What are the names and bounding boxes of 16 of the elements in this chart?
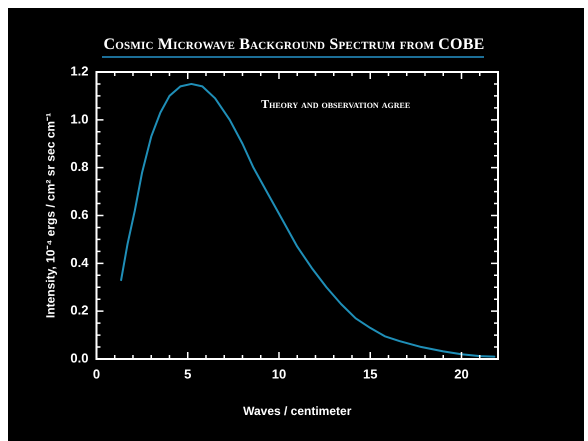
x-axis-title: Waves / centimeter — [243, 404, 352, 418]
x-tick-label: 10 — [272, 366, 286, 382]
x-tick-label: 5 — [184, 366, 192, 382]
chart-title: Cosmic Microwave Background Spectrum from COBE — [102, 36, 486, 54]
y-tick-label: 0.8 — [70, 159, 88, 174]
annotation: Theory and observation agree — [261, 97, 410, 112]
y-tick-label: 0.2 — [70, 302, 88, 318]
y-tick-label: 0.0 — [70, 350, 88, 366]
y-tick-label: 1.0 — [70, 111, 88, 126]
y-axis-title: Intensity, 10⁻⁴ ergs / cm² sr sec cm⁻¹ — [44, 112, 58, 318]
y-tick-label: 0.6 — [70, 207, 88, 222]
x-tick-label: 15 — [363, 366, 378, 382]
y-tick-label: 1.2 — [70, 64, 88, 79]
x-tick-label: 20 — [454, 366, 469, 382]
y-tick-label: 0.4 — [70, 254, 90, 270]
x-tick-label: 0 — [92, 366, 100, 382]
